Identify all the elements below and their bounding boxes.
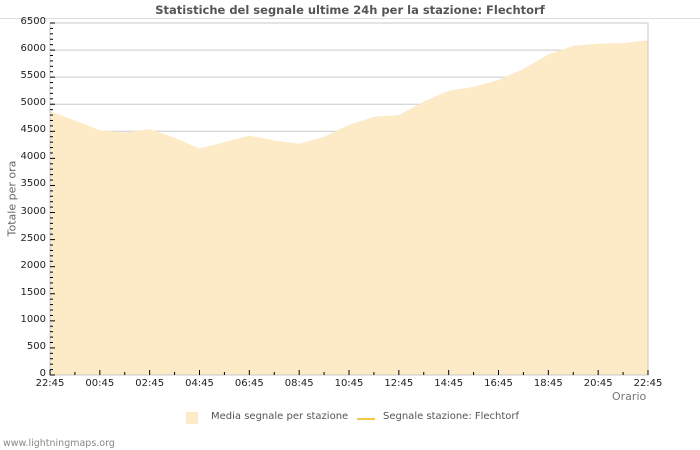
y-tick-label: 2000: [20, 259, 46, 271]
legend-area-swatch: [186, 412, 198, 424]
y-tick-label: 4500: [20, 124, 46, 136]
y-tick-label: 500: [26, 340, 46, 352]
y-tick-label: 3000: [20, 205, 46, 217]
legend-line-swatch: [357, 418, 375, 420]
x-tick-label: 14:45: [434, 378, 464, 389]
x-tick-label: 16:45: [484, 378, 513, 389]
footer-credit: www.lightningmaps.org: [3, 438, 115, 449]
y-tick-label: 2500: [20, 232, 46, 244]
x-tick-label: 08:45: [284, 378, 314, 389]
x-tick-label: 22:45: [35, 378, 65, 389]
x-tick-label: 06:45: [234, 378, 264, 389]
x-tick-label: 00:45: [85, 378, 115, 389]
x-tick-label: 02:45: [135, 378, 165, 389]
area-series-media: [50, 40, 648, 376]
y-tick-label: 0: [39, 368, 46, 379]
x-axis-label: Orario: [612, 390, 647, 403]
x-tick-label: 12:45: [384, 378, 414, 389]
x-tick-label: 18:45: [533, 378, 563, 389]
chart-title: Statistiche del segnale ultime 24h per l…: [155, 3, 545, 17]
legend-item-station: Segnale stazione: Flechtorf: [383, 411, 520, 422]
x-tick-label: 04:45: [185, 378, 214, 389]
y-tick-label: 1500: [20, 286, 46, 298]
y-tick-label: 5000: [20, 97, 46, 109]
x-tick-label: 20:45: [583, 378, 613, 389]
legend-item-media: Media segnale per stazione: [211, 411, 349, 422]
x-tick-label: 10:45: [334, 378, 364, 389]
y-tick-label: 5500: [20, 70, 46, 82]
x-tick-label: 22:45: [633, 378, 663, 389]
y-tick-label: 3500: [20, 178, 46, 190]
y-tick-label: 6500: [20, 16, 46, 27]
y-tick-label: 6000: [20, 43, 46, 55]
y-tick-label: 4000: [20, 151, 46, 163]
title-divider: [0, 18, 700, 19]
axis-ticks: [49, 22, 649, 376]
y-tick-label: 1000: [20, 313, 46, 325]
